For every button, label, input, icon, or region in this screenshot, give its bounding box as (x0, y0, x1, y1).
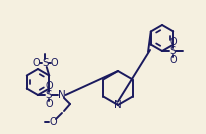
Text: O: O (45, 81, 53, 91)
Text: S: S (170, 46, 176, 56)
Text: O: O (45, 99, 53, 109)
Text: N: N (114, 100, 122, 110)
Text: O: O (33, 57, 40, 68)
Text: S: S (42, 57, 49, 68)
Text: N: N (58, 90, 66, 100)
Text: O: O (49, 117, 57, 127)
Text: O: O (169, 37, 177, 47)
Text: O: O (169, 55, 177, 65)
Text: O: O (50, 57, 58, 68)
Text: S: S (46, 90, 52, 100)
